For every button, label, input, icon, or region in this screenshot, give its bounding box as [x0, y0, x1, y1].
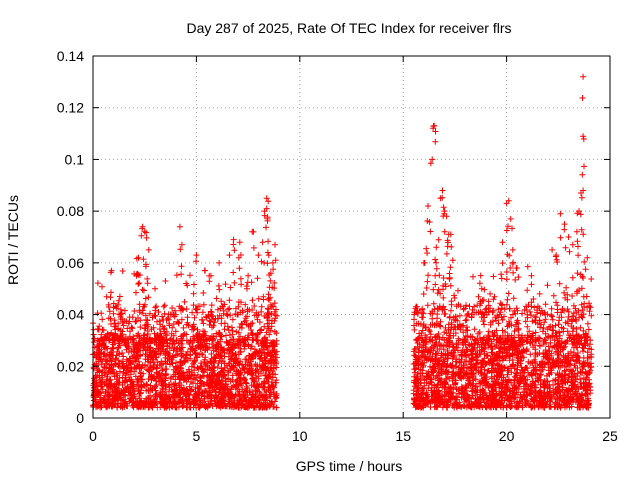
y-tick-label: 0.14 [57, 48, 84, 64]
y-tick-label: 0 [76, 410, 84, 426]
y-tick-label: 0.08 [57, 203, 84, 219]
y-tick-label: 0.06 [57, 255, 84, 271]
y-tick-label: 0.02 [57, 358, 84, 374]
y-tick-label: 0.04 [57, 307, 84, 323]
x-tick-label: 5 [193, 428, 201, 444]
x-tick-label: 15 [395, 428, 411, 444]
x-tick-label: 25 [602, 428, 618, 444]
x-tick-label: 10 [292, 428, 308, 444]
y-axis-label: ROTI / TECUs [5, 195, 21, 285]
roti-point-markers [90, 73, 595, 411]
plot-frame [92, 55, 611, 419]
x-axis-label: GPS time / hours [296, 458, 403, 474]
ticks-layer: 0 5 10 15 20 25 0 0.02 0.04 0.06 0.08 0.1 0.12 0.14 [57, 48, 618, 444]
x-tick-label: 0 [89, 428, 97, 444]
y-tick-label: 0.12 [57, 100, 84, 116]
points-layer [90, 73, 595, 411]
y-tick-label: 0.1 [65, 151, 85, 167]
chart-title: Day 287 of 2025, Rate Of TEC Index for r… [186, 20, 511, 36]
grid-layer [93, 56, 610, 418]
x-tick-label: 20 [499, 428, 515, 444]
